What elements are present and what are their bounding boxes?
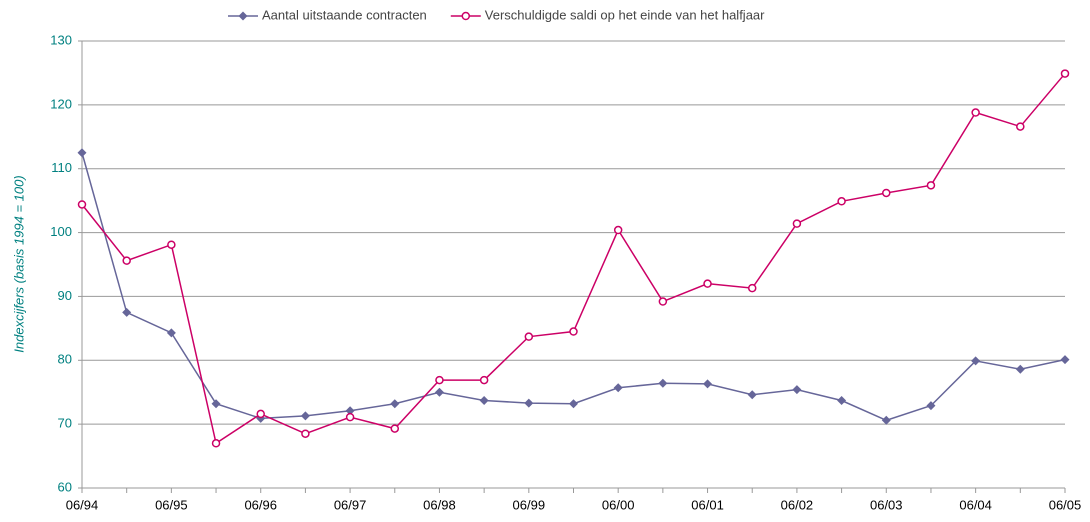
- point: [435, 375, 444, 385]
- x-tick-label: 06/99: [513, 497, 546, 512]
- point: [167, 240, 176, 249]
- point: [658, 378, 668, 388]
- point: [345, 406, 355, 416]
- point: [479, 375, 489, 385]
- point: [1060, 355, 1070, 365]
- y-tick-label: 110: [51, 160, 72, 175]
- point: [747, 283, 757, 293]
- point: [747, 390, 757, 400]
- point: [345, 412, 355, 422]
- series-line: [81, 73, 1066, 445]
- point: [1015, 364, 1025, 374]
- legend-marker: [238, 11, 248, 21]
- series-line: [81, 152, 1066, 422]
- x-tick-label: 06/95: [155, 497, 188, 512]
- point: [77, 200, 87, 209]
- x-tick-label: 06/01: [691, 497, 724, 512]
- x-tick-label: 06/00: [602, 497, 635, 512]
- legend-label: Verschuldigde saldi op het einde van het…: [485, 7, 765, 22]
- point: [569, 327, 578, 336]
- point: [703, 379, 713, 389]
- point: [479, 396, 489, 406]
- x-tick-label: 06/96: [244, 497, 277, 512]
- point: [434, 387, 444, 397]
- x-tick-label: 06/98: [423, 497, 456, 512]
- point: [390, 399, 400, 409]
- point: [882, 188, 891, 198]
- y-tick-label: 130: [50, 32, 72, 47]
- point: [1016, 122, 1025, 131]
- point: [77, 148, 87, 158]
- point: [390, 424, 400, 433]
- x-tick-label: 06/02: [781, 497, 814, 512]
- x-tick-label: 06/05: [1049, 497, 1082, 512]
- y-tick-label: 60: [58, 479, 72, 494]
- y-tick-label: 90: [58, 288, 72, 303]
- point: [300, 411, 310, 421]
- point: [658, 297, 668, 306]
- point: [211, 399, 221, 409]
- point: [166, 328, 176, 338]
- point: [211, 439, 221, 448]
- point: [301, 429, 310, 438]
- y-tick-label: 100: [50, 224, 72, 239]
- legend-label: Aantal uitstaande contracten: [262, 7, 427, 22]
- legend-marker: [461, 11, 471, 21]
- x-tick-label: 06/04: [959, 497, 992, 512]
- point: [971, 108, 980, 117]
- point: [256, 409, 265, 419]
- y-tick-label: 70: [58, 416, 72, 431]
- point: [613, 383, 623, 393]
- point: [703, 279, 712, 288]
- point: [837, 396, 847, 406]
- y-tick-label: 80: [58, 352, 72, 367]
- point: [524, 332, 534, 341]
- point: [613, 225, 623, 235]
- point: [971, 356, 981, 366]
- x-tick-label: 06/94: [66, 497, 99, 512]
- point: [926, 401, 936, 411]
- point: [524, 398, 534, 408]
- point: [792, 385, 802, 395]
- point: [792, 219, 802, 228]
- y-axis-title: Indexcijfers (basis 1994 = 100): [11, 175, 26, 352]
- point: [837, 197, 846, 206]
- point: [881, 415, 891, 425]
- y-tick-label: 120: [50, 96, 72, 111]
- point: [122, 307, 132, 317]
- x-tick-label: 06/97: [334, 497, 367, 512]
- point: [569, 399, 578, 409]
- point: [1060, 69, 1070, 78]
- point: [122, 256, 131, 265]
- x-tick-label: 06/03: [870, 497, 903, 512]
- point: [926, 181, 936, 190]
